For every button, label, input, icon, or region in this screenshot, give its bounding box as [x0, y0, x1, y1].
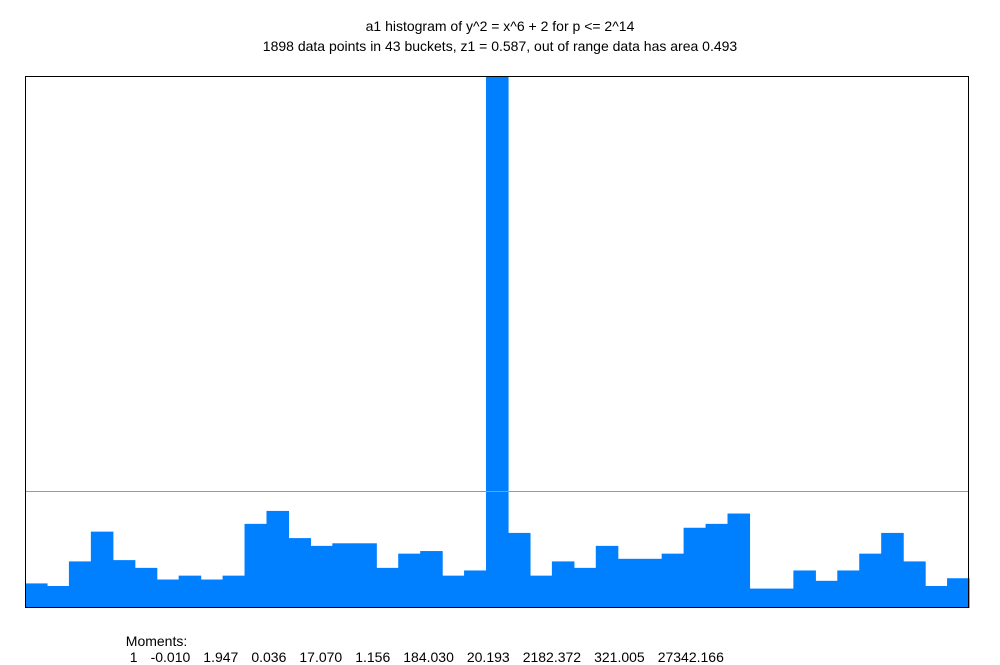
histogram-bar [244, 523, 268, 608]
histogram-bar [354, 543, 377, 608]
histogram-bar [112, 560, 136, 608]
histogram-bar [837, 570, 860, 608]
histogram-bar [595, 545, 619, 608]
histogram-bar [90, 531, 114, 608]
moment-value: 1.947 [203, 649, 239, 665]
histogram-bar [288, 538, 311, 608]
histogram-bar [925, 586, 948, 608]
histogram-bar [661, 553, 685, 608]
chart-subtitle: 1898 data points in 43 buckets, z1 = 0.5… [262, 38, 738, 54]
histogram-bar [134, 567, 158, 608]
moment-value: 2182.372 [522, 649, 582, 665]
moment-value: 184.030 [403, 649, 454, 665]
histogram-bar [222, 575, 246, 608]
moment-value: 321.005 [594, 649, 645, 665]
histogram-bar [683, 527, 707, 608]
histogram-bar [486, 76, 509, 608]
histogram-bar [639, 558, 663, 608]
moment-value: 17.070 [299, 649, 343, 665]
histogram-bar [310, 545, 333, 608]
histogram-bar [332, 543, 355, 608]
histogram-bar [398, 553, 421, 608]
histogram-bar [68, 561, 92, 608]
histogram-bar [749, 588, 773, 608]
histogram-bar [266, 510, 290, 608]
histogram-bar [507, 532, 531, 608]
moment-value: 1 [129, 649, 138, 665]
histogram-bar [46, 586, 70, 608]
moment-value: 0.036 [251, 649, 287, 665]
histogram-bar [464, 570, 487, 608]
moment-values: 1 -0.010 1.947 0.036 17.070 1.156 184.030 20.19… [126, 649, 724, 665]
histogram-bar [771, 588, 794, 608]
histogram-bar [376, 567, 399, 608]
histogram-bar [815, 580, 838, 608]
moment-value: 27342.166 [657, 649, 724, 665]
moment-value: -0.010 [150, 649, 191, 665]
plot-frame [25, 76, 969, 608]
chart-title: a1 histogram of y^2 = x^6 + 2 for p <= 2… [365, 18, 635, 34]
histogram-bar [551, 561, 575, 608]
moment-value: 20.193 [466, 649, 510, 665]
histogram-bar [727, 513, 751, 608]
histogram-bar [178, 575, 202, 608]
histogram-bar [573, 567, 597, 608]
histogram-bar [881, 532, 904, 608]
histogram-bar [25, 583, 48, 608]
histogram-bar [200, 579, 224, 608]
histogram-bar [617, 558, 641, 608]
moments-row: Moments: 1 -0.010 1.947 0.036 17.070 1.156 184… [118, 617, 724, 665]
histogram-bar [947, 578, 970, 608]
moment-value: 1.156 [355, 649, 391, 665]
histogram-bar [793, 570, 816, 608]
histogram-chart [25, 76, 970, 608]
histogram-bar [903, 561, 926, 608]
histogram-bars [25, 76, 970, 608]
histogram-bar [442, 575, 465, 608]
histogram-bar [859, 553, 882, 608]
histogram-bar [705, 523, 729, 608]
histogram-bar [420, 551, 443, 608]
histogram-bar [529, 575, 553, 608]
moments-label: Moments: [125, 633, 188, 649]
histogram-bar [156, 579, 180, 608]
